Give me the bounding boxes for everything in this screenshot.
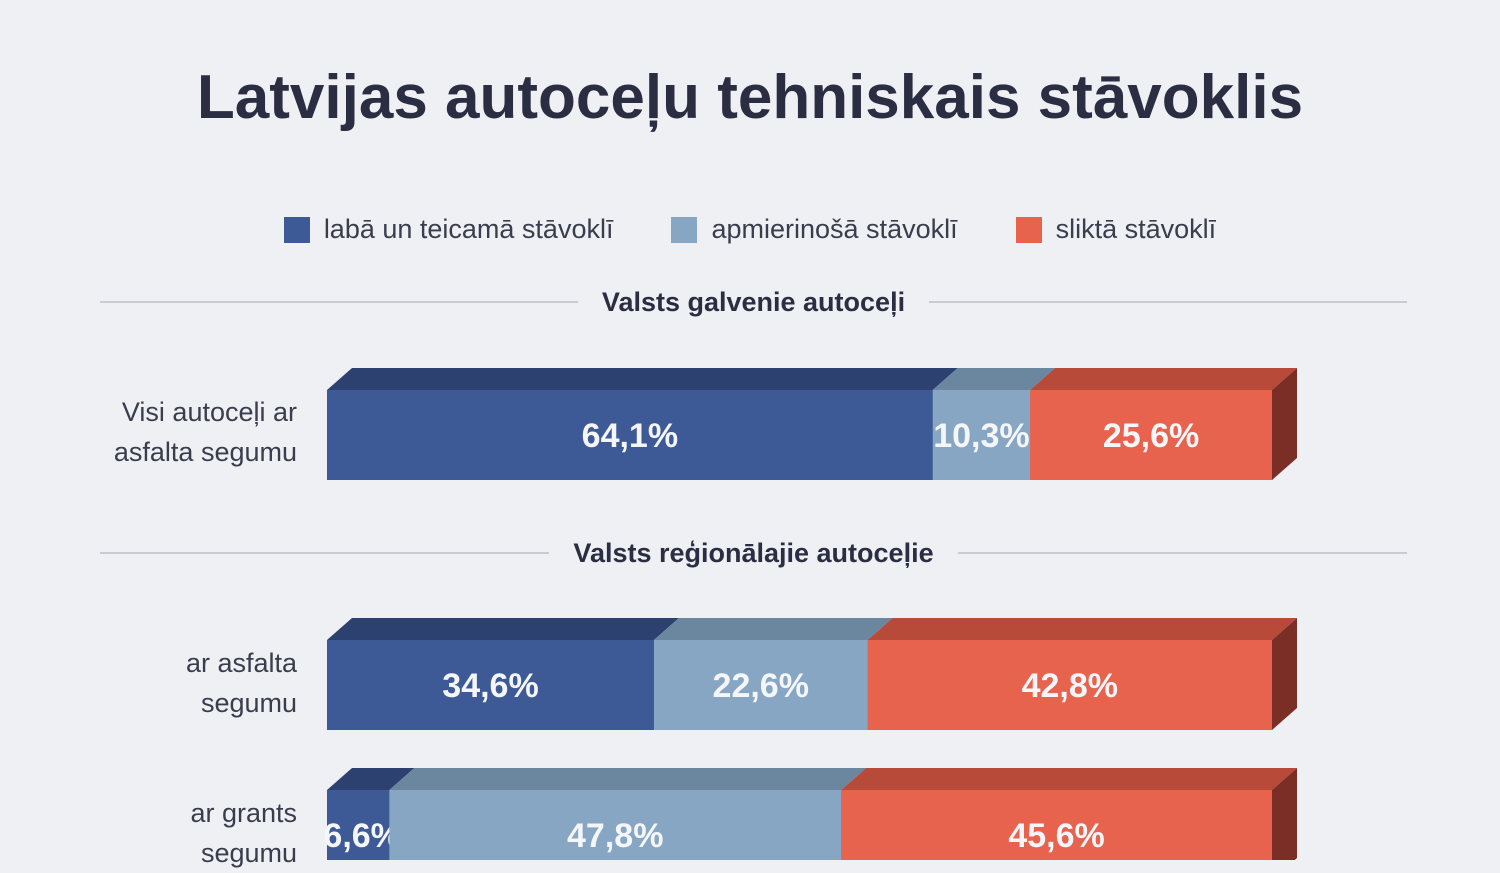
bar-value-label: 22,6% [713, 667, 809, 705]
bar-segment [327, 640, 655, 730]
row-label-line: Visi autoceļi ar [121, 397, 297, 427]
bar-top-face [389, 768, 867, 790]
legend-label: labā un teicamā stāvoklī [323, 214, 614, 244]
bar-segment [653, 640, 869, 730]
bar-top-face [841, 768, 1297, 790]
legend-label: apmierinošā stāvoklī [711, 214, 958, 244]
legend-item-satisfactory: apmierinošā stāvoklī [671, 214, 958, 245]
bar-value-label: 47,8% [567, 817, 663, 855]
bar-side-face [1272, 768, 1297, 860]
row-label: ar asfalta segumu [186, 643, 297, 723]
bar-segment [1030, 390, 1273, 480]
legend-label: sliktā stāvoklī [1055, 214, 1217, 244]
bar-value-label: 42,8% [1022, 667, 1118, 705]
bar-top-face [1030, 368, 1297, 390]
bar-top-face [327, 618, 679, 640]
legend-swatch [1015, 216, 1042, 243]
bar-top-face [932, 368, 1056, 390]
bar-top-face [653, 618, 893, 640]
bar-value-label: 64,1% [582, 417, 678, 455]
divider [100, 552, 550, 554]
section-title: Valsts reģionālajie autoceļie [573, 537, 934, 568]
section-title: Valsts galvenie autoceļi [601, 286, 906, 317]
row-label-line: ar asfalta [185, 648, 297, 678]
legend: labā un teicamā stāvoklī apmierinošā stā… [0, 214, 1500, 245]
legend-swatch [671, 216, 698, 243]
legend-item-bad: sliktā stāvoklī [1015, 214, 1217, 245]
bar-value-label: 10,3% [933, 417, 1029, 455]
bar-value-label: 25,6% [1103, 417, 1199, 455]
row-label: Visi autoceļi ar asfalta segumu [114, 392, 297, 472]
bar-value-label: 34,6% [442, 667, 538, 705]
row-label-line: segumu [200, 688, 297, 718]
bar-segment [327, 790, 390, 860]
bar-segment [327, 390, 934, 480]
row-label-line: ar grants [190, 798, 297, 828]
legend-item-good: labā un teicamā stāvoklī [283, 214, 614, 245]
row-label-line: asfalta segumu [113, 437, 297, 467]
section-header-main-roads: Valsts galvenie autoceļi [100, 287, 1407, 317]
bar-segment [841, 790, 1273, 860]
bar-side-face [1272, 618, 1297, 730]
legend-swatch [283, 216, 310, 243]
divider [929, 301, 1407, 303]
bar-value-label: 6,6% [323, 817, 401, 855]
chart-title: Latvijas autoceļu tehniskais stāvoklis [196, 63, 1304, 132]
bar-top-face [327, 768, 415, 790]
bar-value-label: 45,6% [1008, 817, 1104, 855]
bar-segment [932, 390, 1031, 480]
bar-top-face [867, 618, 1297, 640]
bar-side-face [1272, 368, 1297, 480]
section-header-regional-roads: Valsts reģionālajie autoceļie [100, 537, 1408, 568]
bar-top-face [327, 368, 958, 390]
bar-segment [389, 790, 842, 860]
divider [100, 301, 578, 303]
bar-segment [867, 640, 1273, 730]
divider [957, 552, 1408, 554]
